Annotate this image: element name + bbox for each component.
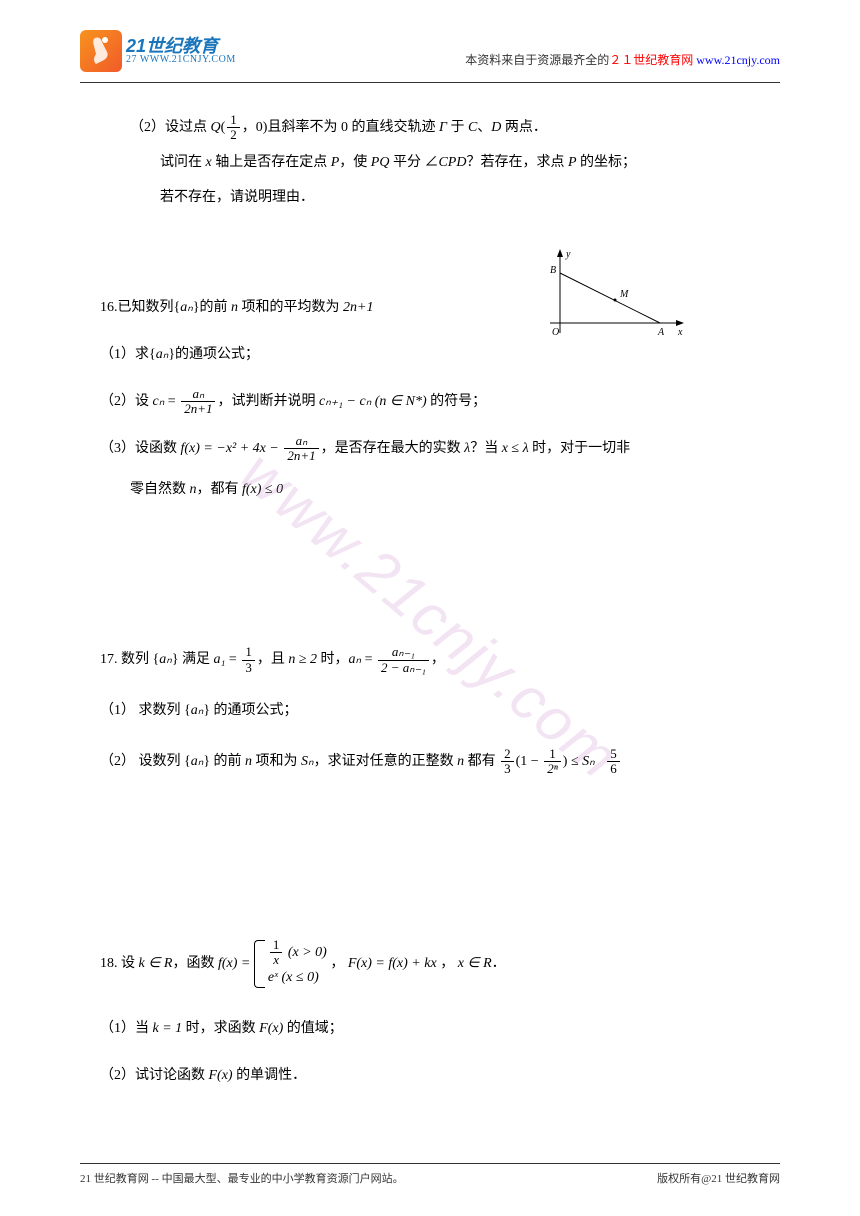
svg-text:x: x: [677, 327, 683, 338]
footer-left: 21 世纪教育网 -- 中国最大型、最专业的中小学教育资源门户网站。: [80, 1170, 404, 1186]
footer-right: 版权所有@21 世纪教育网: [657, 1170, 780, 1186]
page-header: 21世纪教育 27 WWW.21CNJY.COM 本资料来自于资源最齐全的２１世…: [80, 30, 780, 72]
header-attribution: 本资料来自于资源最齐全的２１世纪教育网 www.21cnjy.com: [465, 51, 780, 68]
logo-url: 27 WWW.21CNJY.COM: [126, 55, 236, 65]
problem-17: 17. 数列 {aₙ} 满足 a₁ = 13，且 n ≥ 2 时，aₙ = aₙ…: [80, 645, 780, 777]
svg-text:y: y: [565, 249, 571, 260]
problem-15-part2: （2）设过点 Q(12，0)且斜率不为 0 的直线交轨迹 Γ 于 C、D 两点．…: [80, 113, 780, 213]
content-area: www.21cnjy.com （2）设过点 Q(12，0)且斜率不为 0 的直线…: [80, 113, 780, 1091]
header-divider: [80, 82, 780, 83]
svg-text:O: O: [552, 327, 559, 338]
page-footer: 21 世纪教育网 -- 中国最大型、最专业的中小学教育资源门户网站。 版权所有@…: [80, 1163, 780, 1186]
svg-text:B: B: [550, 265, 556, 276]
problem-18: 18. 设 k ∈ R，函数 f(x) = 1x (x > 0) eˣ (x ≤…: [80, 938, 780, 1092]
coordinate-diagram: y x O A B M: [540, 243, 690, 353]
logo-title: 21世纪教育: [126, 37, 236, 55]
logo-icon: [80, 30, 122, 72]
svg-text:A: A: [657, 327, 665, 338]
logo: 21世纪教育 27 WWW.21CNJY.COM: [80, 30, 236, 72]
svg-text:M: M: [619, 289, 629, 300]
